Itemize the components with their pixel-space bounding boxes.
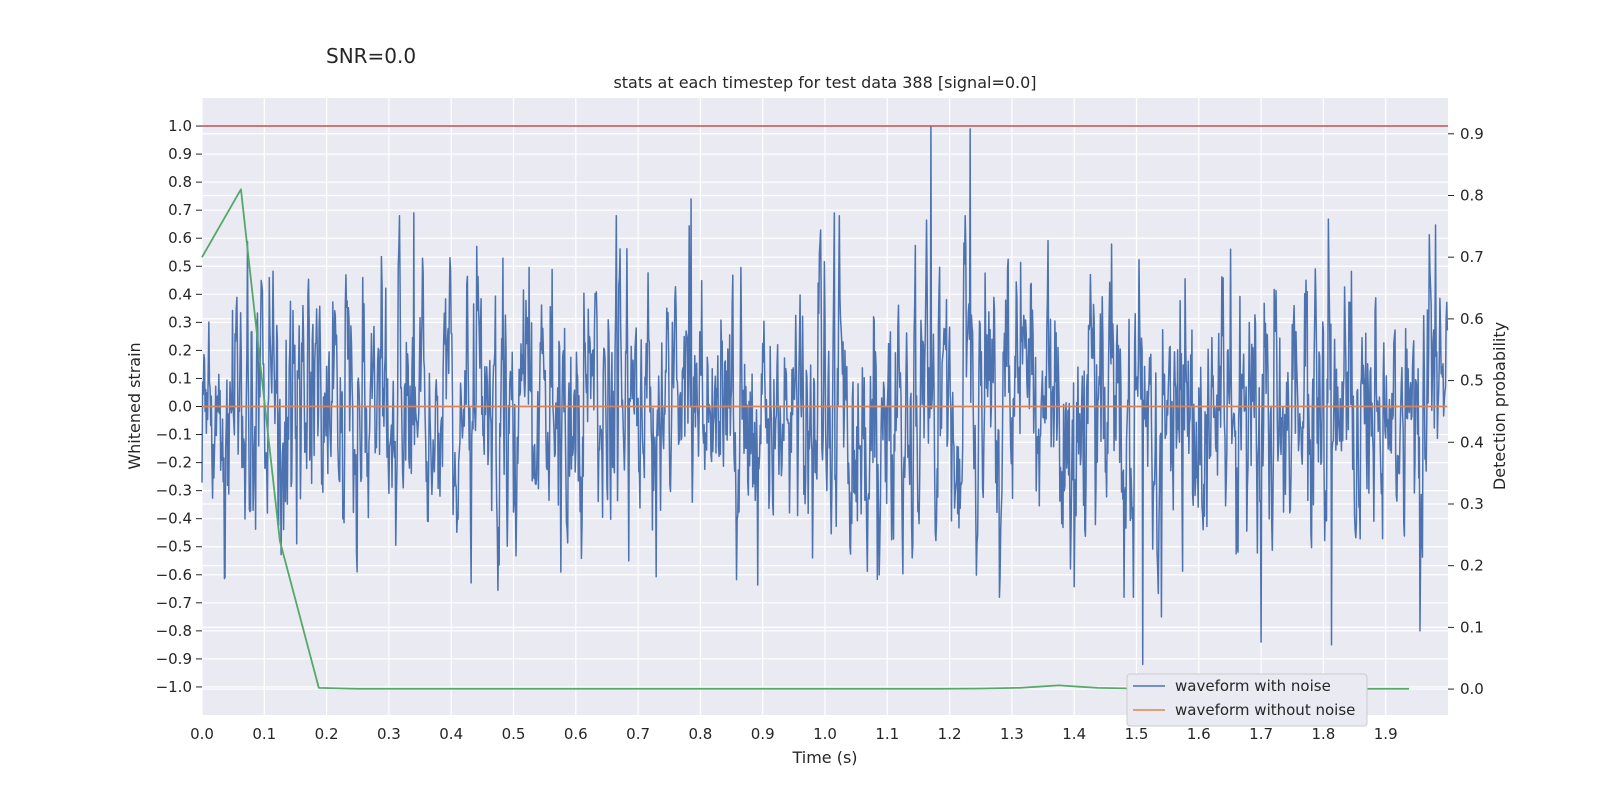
y-tick-label: 0.3 — [168, 313, 192, 331]
x-tick-label: 0.6 — [564, 725, 588, 743]
y2-tick-label: 0.7 — [1460, 248, 1484, 266]
legend-label-noise: waveform with noise — [1175, 677, 1331, 695]
x-tick-label: 0.5 — [502, 725, 526, 743]
x-tick-label: 1.3 — [1000, 725, 1024, 743]
x-tick-label: 0.0 — [190, 725, 214, 743]
x-tick-label: 0.7 — [626, 725, 650, 743]
y2-tick-label: 0.6 — [1460, 310, 1484, 328]
y2-tick-label: 0.4 — [1460, 433, 1484, 451]
y-tick-label: 1.0 — [168, 117, 192, 135]
legend: waveform with noise waveform without noi… — [1126, 673, 1368, 727]
y2-tick-label: 0.2 — [1460, 557, 1484, 575]
x-tick-label: 0.9 — [751, 725, 775, 743]
x-tick-label: 0.8 — [688, 725, 712, 743]
y2-axis-label: Detection probability — [1490, 322, 1509, 490]
y-tick-label: 0.1 — [168, 369, 192, 387]
y-tick-label: −0.6 — [156, 566, 192, 584]
y-tick-label: −1.0 — [156, 678, 192, 696]
y-axis-ticks: 1.0 0.9 0.8 0.7 0.6 0.5 0.4 0.3 0.2 0.1 0.0 −0.1 −0.… — [156, 117, 202, 696]
waveform-with-noise-series — [201, 125, 1449, 666]
x-axis-label: Time (s) — [791, 748, 857, 767]
y-tick-label: 0.7 — [168, 201, 192, 219]
noise-line — [201, 125, 1449, 666]
y2-tick-label: 0.5 — [1460, 372, 1484, 390]
y2-tick-label: 0.0 — [1460, 680, 1484, 698]
suptitle: SNR=0.0 — [326, 44, 416, 68]
y-tick-label: 0.0 — [168, 398, 192, 416]
y-tick-label: −0.2 — [156, 454, 192, 472]
x-tick-label: 1.2 — [938, 725, 962, 743]
x-tick-label: 1.5 — [1125, 725, 1149, 743]
x-tick-label: 0.3 — [377, 725, 401, 743]
legend-box — [1126, 673, 1368, 727]
y2-tick-label: 0.8 — [1460, 186, 1484, 204]
y2-tick-label: 0.3 — [1460, 495, 1484, 513]
y-axis-label: Whitened strain — [125, 342, 144, 469]
y-tick-label: 0.8 — [168, 173, 192, 191]
y-tick-label: 0.5 — [168, 257, 192, 275]
y-tick-label: 0.4 — [168, 285, 192, 303]
y-tick-label: −0.3 — [156, 482, 192, 500]
legend-label-clean: waveform without noise — [1175, 701, 1355, 719]
y-tick-label: 0.2 — [168, 341, 192, 359]
y-tick-label: −0.4 — [156, 510, 192, 528]
x-tick-label: 0.1 — [252, 725, 276, 743]
y2-tick-label: 0.9 — [1460, 125, 1484, 143]
x-tick-label: 1.0 — [813, 725, 837, 743]
y-tick-label: −0.9 — [156, 650, 192, 668]
x-tick-label: 1.1 — [875, 725, 899, 743]
y-tick-label: −0.1 — [156, 426, 192, 444]
x-tick-label: 1.9 — [1374, 725, 1398, 743]
x-tick-label: 1.7 — [1249, 725, 1273, 743]
y2-tick-label: 0.1 — [1460, 618, 1484, 636]
y-tick-label: 0.6 — [168, 229, 192, 247]
x-tick-label: 0.2 — [315, 725, 339, 743]
y-tick-label: 0.9 — [168, 145, 192, 163]
x-tick-label: 1.8 — [1311, 725, 1335, 743]
x-tick-label: 1.4 — [1062, 725, 1086, 743]
x-axis-ticks: 0.0 0.1 0.2 0.3 0.4 0.5 0.6 0.7 0.8 0.9 1.0 1.1 1.2 1… — [190, 725, 1398, 743]
y-tick-label: −0.8 — [156, 622, 192, 640]
x-tick-label: 1.6 — [1187, 725, 1211, 743]
chart-title: stats at each timestep for test data 388… — [613, 73, 1036, 92]
y2-axis-ticks: 0.9 0.8 0.7 0.6 0.5 0.4 0.3 0.2 0.1 0.0 — [1448, 125, 1484, 698]
y-tick-label: −0.7 — [156, 594, 192, 612]
x-tick-label: 0.4 — [439, 725, 463, 743]
y-tick-label: −0.5 — [156, 538, 192, 556]
